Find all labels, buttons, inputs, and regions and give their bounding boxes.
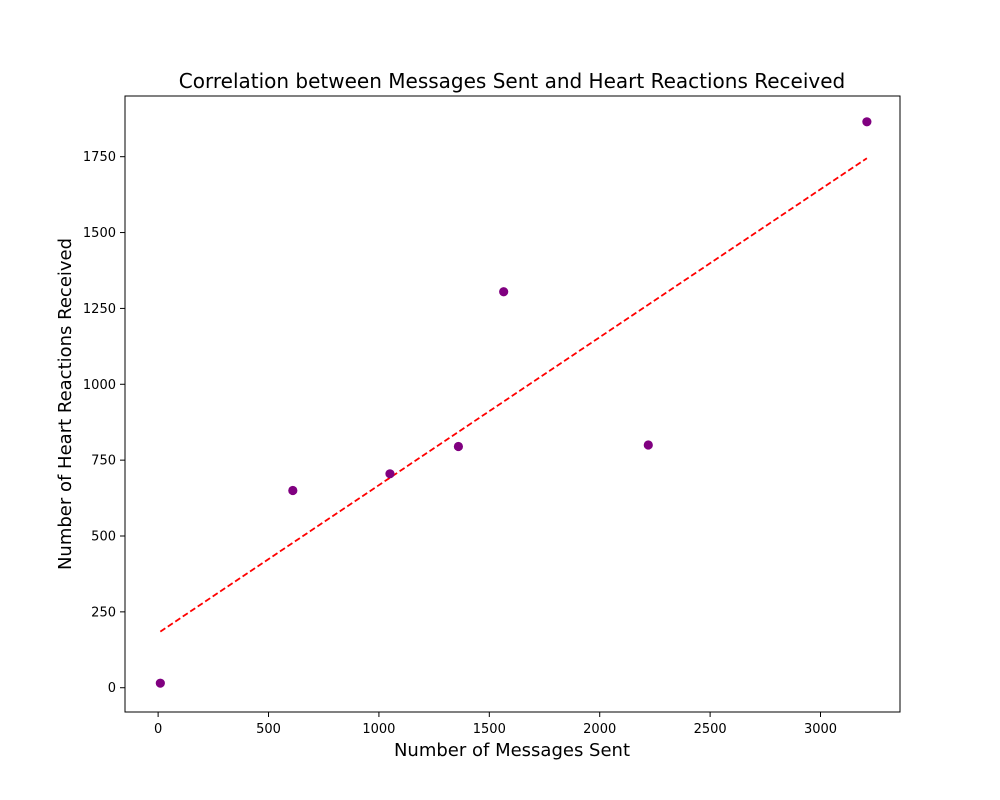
y-tick-label: 1250 — [83, 302, 116, 317]
x-axis-label: Number of Messages Sent — [394, 740, 630, 761]
y-tick-label: 250 — [91, 605, 116, 620]
data-point — [385, 469, 395, 479]
y-tick-label: 1500 — [83, 226, 116, 241]
plot-area — [124, 95, 901, 713]
y-tick-label: 500 — [91, 530, 116, 545]
y-axis-label: Number of Heart Reactions Received — [55, 238, 76, 570]
data-point — [155, 678, 165, 688]
x-tick-label: 3000 — [804, 722, 837, 737]
x-tick-label: 500 — [256, 722, 281, 737]
trendline-layer — [159, 157, 868, 633]
y-tick-label: 0 — [108, 681, 116, 696]
y-tick-label: 1750 — [83, 150, 116, 165]
x-tick-label: 0 — [154, 722, 162, 737]
trendline — [159, 157, 868, 633]
data-point — [862, 117, 872, 127]
x-tick-label: 1500 — [473, 722, 506, 737]
data-point — [453, 441, 464, 452]
data-point — [288, 485, 298, 496]
x-tick-label: 2000 — [583, 722, 616, 737]
data-point — [499, 287, 509, 297]
x-tick-label: 2500 — [694, 722, 727, 737]
x-tick-label: 1000 — [362, 722, 395, 737]
chart-title: Correlation between Messages Sent and He… — [179, 69, 845, 93]
data-points — [155, 117, 872, 688]
axis-ticks: 0 500 1000 1500 2000 2500 3000 0 250 500 750 1000 12… — [83, 150, 837, 737]
y-tick-label: 1000 — [83, 378, 116, 393]
data-point — [643, 440, 653, 450]
y-tick-label: 750 — [91, 454, 116, 469]
